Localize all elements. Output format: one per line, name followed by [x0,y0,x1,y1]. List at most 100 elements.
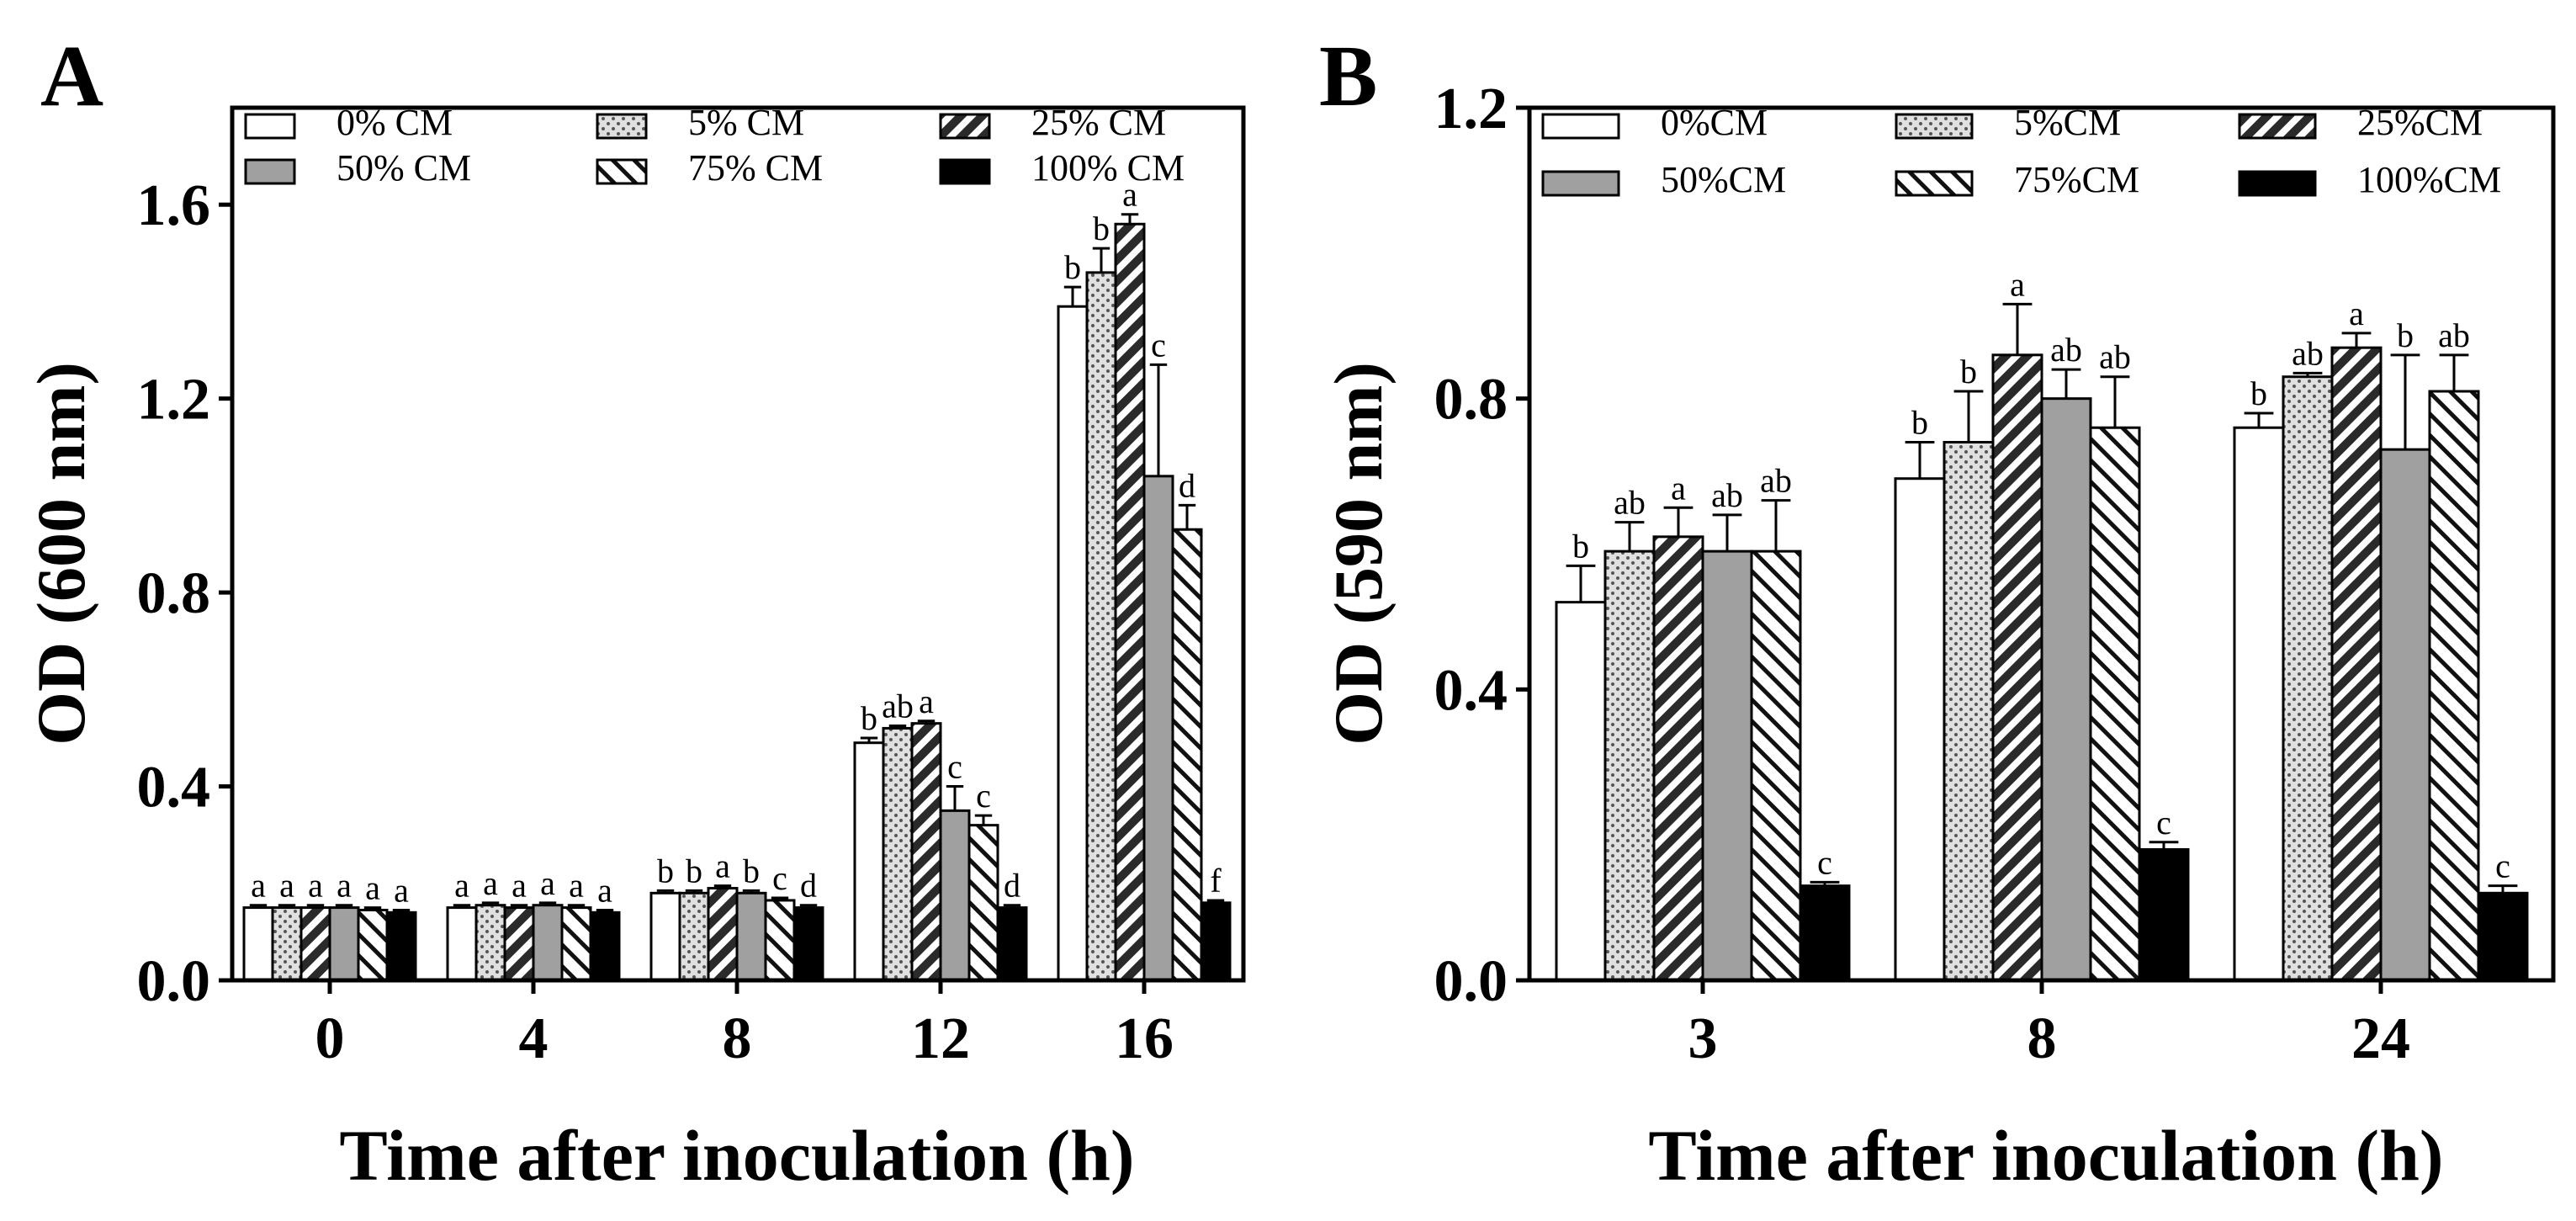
panel-b-x-tick-label: 8 [2027,1006,2057,1071]
panel-b-significance-label: ab [1711,476,1743,514]
panel-b-significance-label: ab [1760,462,1792,500]
panel-b-bar [2379,448,2431,982]
panel-b-bar [1991,353,2043,982]
panel-b-legend-label: 75%CM [2014,159,2139,200]
panel-b-bar [1701,549,1753,982]
panel-a-bar [910,722,942,982]
panel-a-x-tick-label: 0 [315,1006,345,1071]
panel-b-significance-label: ab [2292,334,2324,372]
panel-a-significance-label: a [454,867,469,905]
panel-a-significance-label: ab [882,687,914,725]
panel-b-bar [2330,346,2383,982]
panel-a-bar [1114,222,1146,982]
panel-b-bar [1603,549,1656,982]
panel-b-legend-label: 100%CM [2357,159,2501,200]
panel-a-x-tick-label: 16 [1115,1006,1174,1071]
panel-b-significance-label: a [2349,295,2364,332]
panel-b-bar [1555,601,1607,982]
panel-b-legend-swatch [1895,170,1974,197]
panel-a-bar [678,891,710,982]
panel-a-legend-swatch [244,113,296,140]
panel-a-significance-label: d [800,867,817,905]
panel-a-legend-label: 0% CM [337,102,453,143]
panel-a-significance-label: a [365,869,380,907]
panel-a-y-tick-label: 0.8 [137,561,211,626]
panel-a-significance-label: a [483,864,498,902]
panel-b-bar [2282,375,2334,982]
panel-a-bar [1171,528,1203,982]
panel-b-bar [1943,441,1995,982]
panel-b-significance-label: b [1572,527,1589,565]
panel-b-bar [2089,426,2141,982]
panel-a-bar [735,891,767,982]
panel-b-bar [1799,884,1851,982]
panel-b-x-tick-label: 24 [2351,1006,2410,1071]
panel-a-significance-label: a [279,867,294,905]
panel-a-y-tick-label: 1.2 [137,368,211,433]
panel-a-bar [357,908,389,982]
panel-a-bar [967,824,999,982]
panel-a-significance-label: c [976,777,991,815]
panel-b: B OD (590 nm) Time after inoculation (h)… [1319,28,2556,1196]
panel-a-significance-label: c [947,748,962,786]
panel-a-bar [853,741,885,982]
panel-a-legend-swatch [939,113,991,140]
panel-b-label: B [1319,28,1377,125]
panel-a-significance-label: a [540,864,555,902]
svg-text:OD (590 nm): OD (590 nm) [1320,362,1397,746]
panel-a-bar [939,809,971,982]
panel-a-bar [560,906,592,982]
panel-b-bar [2477,891,2529,982]
panel-a-legend-swatch [244,158,296,185]
panel-a-significance-label: a [337,867,352,905]
panel-a-bar [649,891,681,982]
panel-a-legend-label: 100% CM [1031,147,1185,188]
panel-a-significance-label: a [511,867,527,905]
panel-a-significance-label: b [657,852,674,889]
panel-b-bar [2233,426,2285,982]
panel-b-legend-swatch [1541,170,1620,197]
panel-b-significance-label: ab [1614,484,1646,522]
panel-a-significance-label: b [743,852,760,889]
panel-a-significance-label: b [861,699,877,737]
panel-a-significance-label: a [597,871,612,909]
panel-b-bar [2138,847,2190,982]
panel-a-legend-label: 50% CM [337,147,471,188]
panel-a-bar [882,726,914,982]
panel-b-significance-label: b [1911,404,1928,442]
panel-a-significance-label: f [1210,862,1222,900]
panel-b-significance-label: ab [2438,316,2470,354]
panel-b-x-axis-label: Time after inoculation (h) [1648,1115,2443,1196]
panel-b-significance-label: c [2495,847,2510,885]
panel-b-legend-label: 0%CM [1661,102,1768,143]
panel-b-significance-label: ab [2050,331,2082,369]
panel-b-significance-label: ab [2099,338,2131,376]
panel-b-significance-label: a [1671,469,1686,507]
panel-b-significance-label: a [2010,265,2025,303]
panel-b-significance-label: c [1817,843,1832,881]
panel-a-bar [503,906,535,982]
panel-a-significance-label: d [1004,867,1020,905]
panel-a-y-tick-label: 0.4 [137,756,211,820]
panel-a-bar [1085,271,1117,982]
panel-a-x-tick-label: 8 [723,1006,752,1071]
panel-b-bar [2040,397,2092,982]
panel-a-x-axis-label: Time after inoculation (h) [339,1115,1134,1196]
panel-a-bar [328,906,360,982]
panel-a-bar [532,904,564,982]
panel-b-y-tick-label: 0.0 [1434,949,1508,1014]
panel-a-bar [996,906,1028,982]
panel-b-legend-label: 25%CM [2357,102,2483,143]
panel-a-bar [1200,901,1232,982]
panel-b-legend-label: 50%CM [1661,159,1786,200]
panel-a-legend-label: 75% CM [688,147,823,188]
panel-b-bar [1652,535,1704,982]
panel-a-bar [242,906,274,982]
panel-a-significance-label: a [919,682,934,720]
panel-a-significance-label: d [1179,466,1195,504]
panel-b-legend-swatch [2238,170,2317,197]
panel-a-significance-label: a [394,871,409,909]
